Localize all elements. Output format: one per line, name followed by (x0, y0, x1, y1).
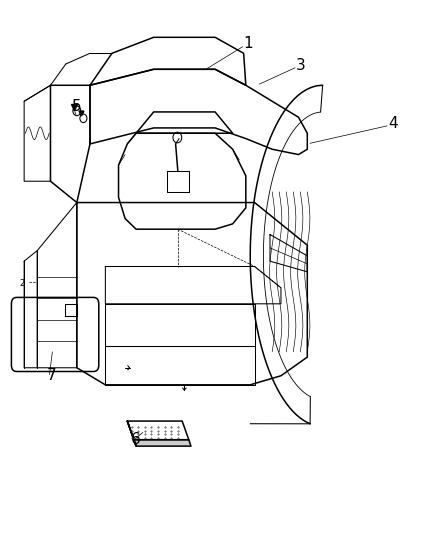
Polygon shape (134, 440, 191, 446)
Text: 2: 2 (19, 279, 25, 288)
Text: 7: 7 (47, 368, 57, 383)
Text: 3: 3 (295, 58, 305, 72)
Polygon shape (127, 421, 188, 440)
Text: 5: 5 (72, 99, 81, 114)
Polygon shape (127, 421, 136, 446)
FancyBboxPatch shape (11, 297, 99, 372)
Polygon shape (65, 304, 77, 316)
Text: 6: 6 (131, 432, 141, 447)
Text: 4: 4 (387, 116, 397, 131)
Text: 1: 1 (243, 36, 252, 51)
